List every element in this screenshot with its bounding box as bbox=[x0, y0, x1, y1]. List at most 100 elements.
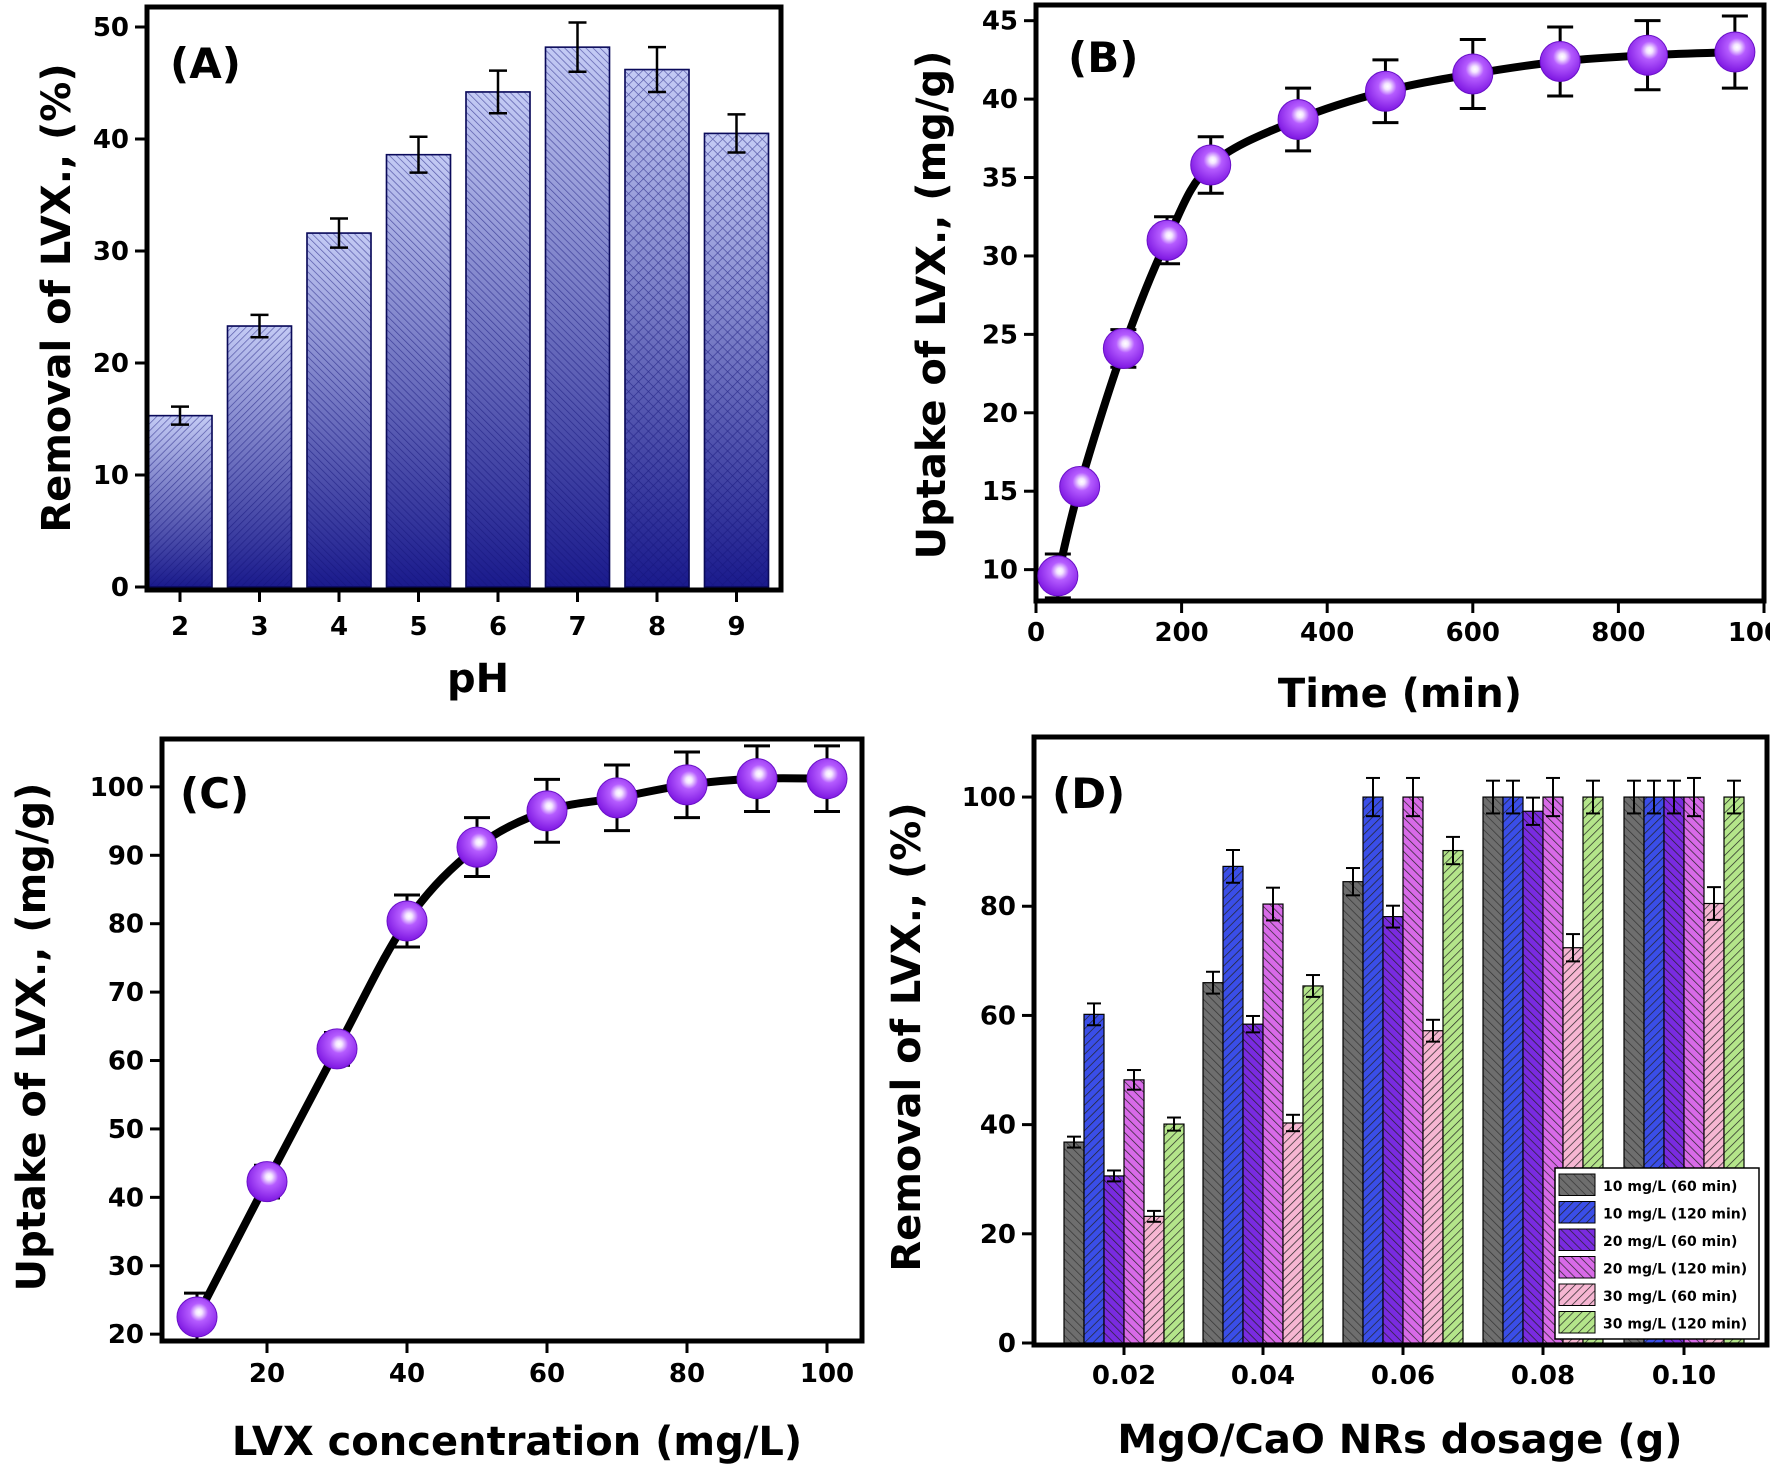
panel-b-data-point bbox=[1102, 327, 1144, 369]
panel-b-data-point bbox=[1364, 70, 1406, 112]
panel-a-bar-hatch bbox=[465, 91, 531, 588]
panel-c-x-axis-label: LVX concentration (mg/L) bbox=[232, 1419, 802, 1465]
panel-d-legend-swatch bbox=[1558, 1173, 1596, 1196]
panel-c-y-tick-label: 30 bbox=[108, 1252, 144, 1282]
panel-a-x-tick-label: 2 bbox=[171, 612, 189, 642]
panel-c-plot-frame bbox=[159, 736, 865, 1344]
panel-a-x-tick-label: 7 bbox=[568, 612, 586, 642]
panel-d-bar bbox=[1262, 903, 1284, 1344]
panel-c-fit-line bbox=[193, 774, 828, 1319]
panel-a-label: (A) bbox=[170, 39, 241, 88]
panel-d-legend-label: 30 mg/L (60 min) bbox=[1603, 1289, 1737, 1305]
panel-d-y-tick-label: 100 bbox=[962, 783, 1016, 813]
panel-b-data-point bbox=[1452, 53, 1494, 95]
panel-d-legend-label: 20 mg/L (60 min) bbox=[1603, 1234, 1737, 1250]
panel-d-x-tick-label: 0.02 bbox=[1092, 1361, 1156, 1391]
panel-c-y-tick-label: 100 bbox=[90, 773, 144, 803]
panel-d-bar bbox=[1382, 916, 1404, 1344]
panel-b-x-axis-label: Time (min) bbox=[1278, 671, 1522, 717]
panel-d-legend-box bbox=[1554, 1167, 1760, 1340]
panel-d-legend-label: 10 mg/L (120 min) bbox=[1603, 1207, 1747, 1223]
panel-c-scatter-chart: 20 30 40 50 60 70 80 90 100 20 40 60 80 100 (C) LVX c… bbox=[9, 736, 865, 1465]
panel-d-bar bbox=[1422, 1030, 1444, 1344]
panel-d-y-tick-label: 40 bbox=[980, 1111, 1016, 1141]
panel-c-data-point bbox=[456, 826, 498, 868]
panel-d-y-tick-label: 0 bbox=[998, 1329, 1016, 1359]
panel-b-y-tick-label: 25 bbox=[982, 320, 1018, 350]
panel-b-label: (B) bbox=[1068, 33, 1138, 82]
panel-c-y-tick-label: 80 bbox=[108, 910, 144, 940]
panel-d-x-tick-label: 0.08 bbox=[1511, 1361, 1575, 1391]
panel-b-y-tick-label: 15 bbox=[982, 477, 1018, 507]
panel-d-bar bbox=[1123, 1079, 1145, 1344]
panel-d-bar bbox=[1163, 1123, 1185, 1344]
panel-b-y-tick-label: 10 bbox=[982, 556, 1018, 586]
panel-b-data-point bbox=[1059, 466, 1101, 508]
panel-d-legend-label: 20 mg/L (120 min) bbox=[1603, 1262, 1747, 1278]
panel-d-bar bbox=[1143, 1215, 1165, 1344]
panel-c-x-tick-label: 60 bbox=[529, 1359, 565, 1389]
panel-a-bar-hatch bbox=[544, 46, 611, 588]
panel-a-y-tick-label: 0 bbox=[111, 573, 129, 603]
panel-a-x-tick-label: 3 bbox=[250, 612, 268, 642]
panel-a-bar-hatch bbox=[147, 414, 213, 588]
panel-c-data-point bbox=[666, 764, 708, 806]
panel-d-label: (D) bbox=[1052, 769, 1125, 818]
panel-b-x-tick-label: 600 bbox=[1446, 618, 1500, 648]
panel-c-x-tick-label: 80 bbox=[669, 1359, 705, 1389]
panel-c-y-tick-label: 60 bbox=[108, 1047, 144, 1077]
panel-a-plot-frame bbox=[144, 4, 784, 593]
panel-c-x-tick-label: 20 bbox=[249, 1359, 285, 1389]
panel-d-bar bbox=[1222, 865, 1244, 1344]
panel-b-y-tick-label: 20 bbox=[982, 399, 1018, 429]
panel-c-data-point bbox=[596, 777, 638, 819]
panel-d-x-tick-label: 0.10 bbox=[1652, 1361, 1716, 1391]
panel-c-data-point bbox=[736, 758, 778, 800]
panel-a-y-tick-label: 20 bbox=[93, 349, 129, 379]
panel-a-y-tick-label: 10 bbox=[93, 461, 129, 491]
panel-b-y-axis-label: Uptake of LVX., (mg/g) bbox=[909, 51, 955, 560]
panel-c-y-tick-label: 90 bbox=[108, 841, 144, 871]
panel-b-data-point bbox=[1627, 34, 1669, 76]
panel-a-x-tick-label: 8 bbox=[648, 612, 666, 642]
panel-d-y-tick-label: 20 bbox=[980, 1220, 1016, 1250]
panel-c-data-point bbox=[246, 1161, 288, 1203]
panel-b-y-tick-label: 35 bbox=[982, 164, 1018, 194]
panel-d-legend-swatch bbox=[1558, 1256, 1596, 1279]
panel-d-x-tick-label: 0.04 bbox=[1231, 1361, 1295, 1391]
panel-d-plot-frame bbox=[1031, 734, 1770, 1348]
panel-d-bar bbox=[1362, 796, 1384, 1344]
panel-d-y-axis-label: Removal of LVX., (%) bbox=[884, 802, 930, 1271]
panel-b-data-point bbox=[1190, 144, 1232, 186]
panel-a-y-tick-label: 30 bbox=[93, 237, 129, 267]
panel-d-bar bbox=[1522, 810, 1544, 1344]
panel-b-x-tick-label: 800 bbox=[1591, 618, 1645, 648]
panel-a-bar-hatch bbox=[226, 325, 293, 588]
panel-a-bar-hatch bbox=[385, 153, 452, 588]
panel-b-data-point bbox=[1146, 219, 1188, 261]
panel-b-plot-frame bbox=[1033, 2, 1767, 604]
panel-d-bar bbox=[1442, 849, 1464, 1344]
panel-d-bar bbox=[1202, 982, 1224, 1344]
panel-a-x-tick-label: 9 bbox=[727, 612, 745, 642]
panel-b-y-tick-label: 45 bbox=[982, 7, 1018, 37]
panel-d-legend-label: 30 mg/L (120 min) bbox=[1603, 1317, 1747, 1333]
panel-d-bar bbox=[1083, 1013, 1105, 1344]
panel-d-legend: 10 mg/L (60 min) 10 mg/L (120 min) 20 mg/L… bbox=[1554, 1167, 1760, 1340]
panel-c-x-tick-label: 100 bbox=[800, 1359, 854, 1389]
panel-b-data-point bbox=[1539, 40, 1581, 82]
panel-b-data-point bbox=[1277, 98, 1319, 140]
panel-c-data-point bbox=[386, 900, 428, 942]
panel-b-y-tick-label: 40 bbox=[982, 85, 1018, 115]
panel-d-legend-label: 10 mg/L (60 min) bbox=[1603, 1179, 1737, 1195]
panel-d-y-tick-label: 60 bbox=[980, 1001, 1016, 1031]
panel-b-x-tick-label: 0 bbox=[1027, 618, 1045, 648]
panel-b-x-tick-label: 200 bbox=[1154, 618, 1208, 648]
panel-c-data-point bbox=[176, 1296, 218, 1338]
panel-c-y-tick-label: 40 bbox=[108, 1183, 144, 1213]
panel-a-y-tick-label: 40 bbox=[93, 125, 129, 155]
panel-c-y-tick-label: 50 bbox=[108, 1115, 144, 1145]
panel-c-y-tick-label: 70 bbox=[108, 978, 144, 1008]
panel-a-x-tick-label: 4 bbox=[330, 612, 348, 642]
panel-b-fit-line bbox=[1053, 48, 1736, 577]
